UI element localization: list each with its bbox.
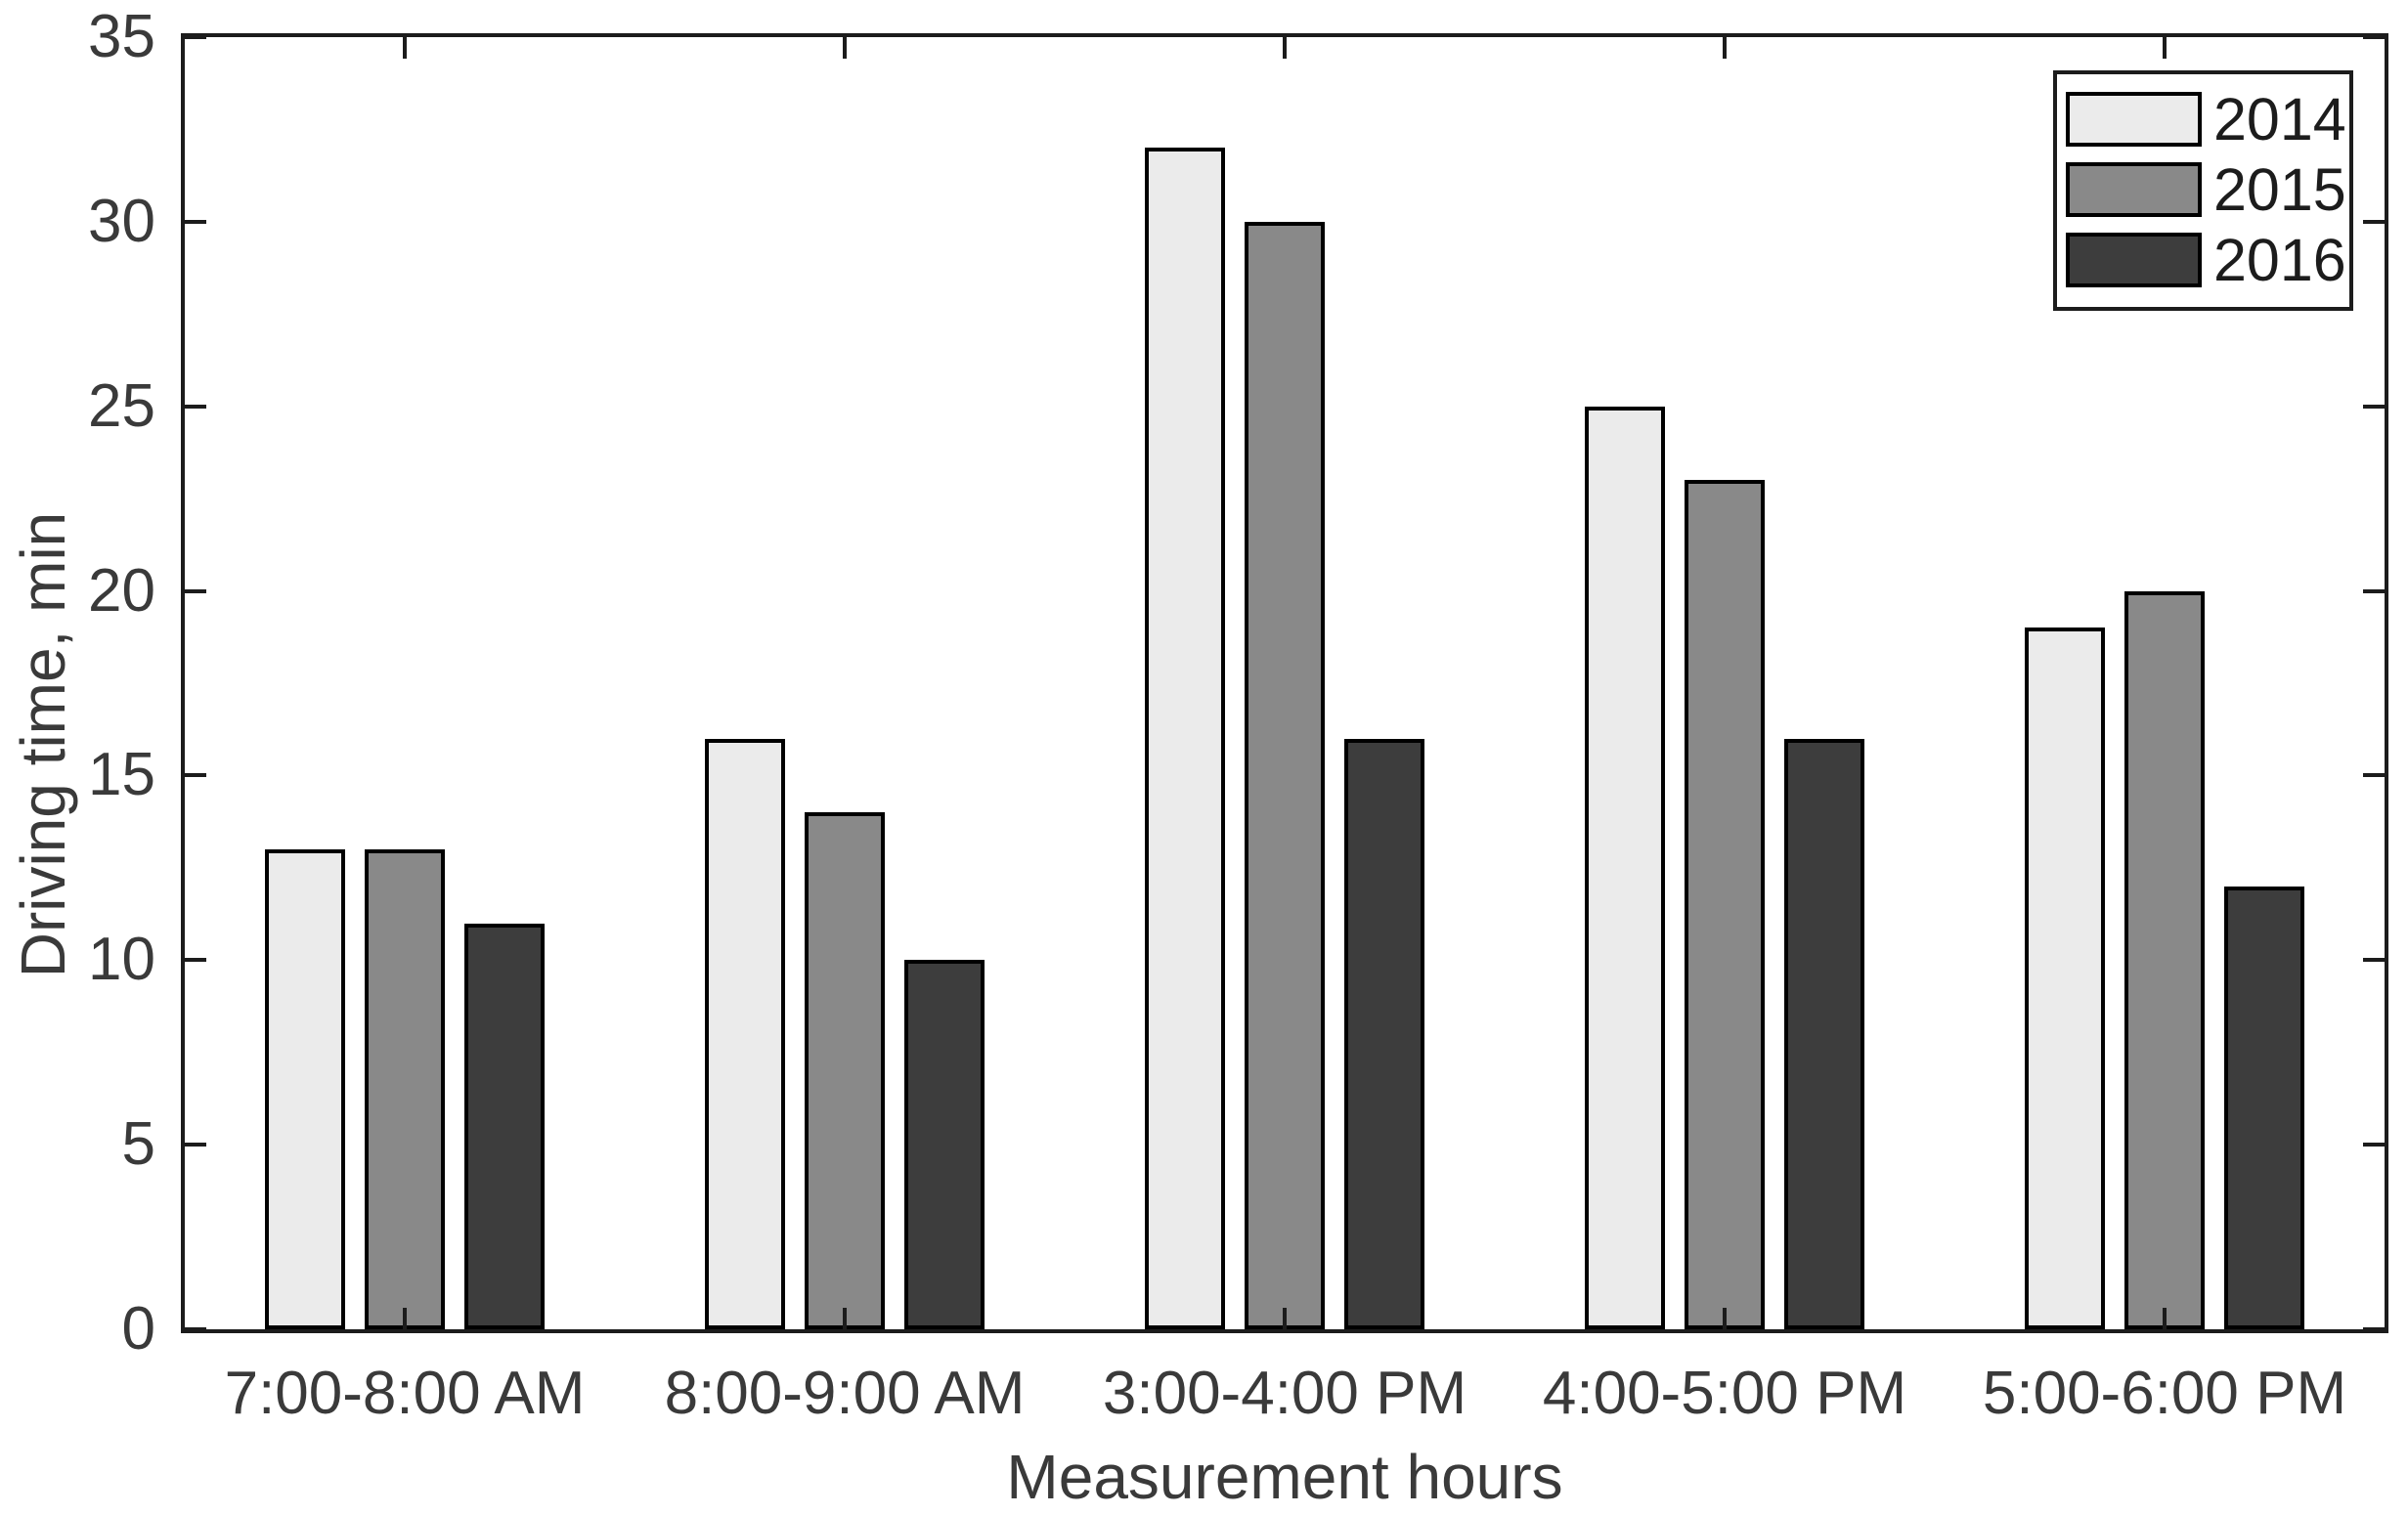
- bar-2016-group-0: [464, 924, 545, 1329]
- bar-2015-group-1: [805, 812, 885, 1329]
- bar-2015-group-4: [2124, 591, 2205, 1329]
- bar-2016-group-4: [2224, 887, 2304, 1329]
- legend-row-2015: 2015: [2066, 154, 2349, 225]
- x-tick-top-2: [1283, 37, 1287, 59]
- y-tick-left-35: [185, 35, 206, 39]
- legend-row-2016: 2016: [2066, 225, 2349, 295]
- y-tick-left-15: [185, 773, 206, 777]
- y-tick-right-10: [2363, 958, 2385, 962]
- bar-2014-group-2: [1145, 148, 1225, 1329]
- x-tick-bottom-1: [843, 1308, 847, 1329]
- y-tick-left-0: [185, 1327, 206, 1331]
- bar-2014-group-0: [265, 849, 345, 1329]
- plot-inner: [185, 35, 2385, 1331]
- x-tick-top-3: [1723, 37, 1727, 59]
- y-tick-right-5: [2363, 1143, 2385, 1147]
- y-tick-right-20: [2363, 589, 2385, 593]
- legend-swatch-2014: [2066, 92, 2202, 147]
- x-tick-label-0: 7:00-8:00 AM: [224, 1360, 586, 1427]
- legend: 2014 2015 2016: [2053, 70, 2353, 311]
- x-tick-top-4: [2163, 37, 2167, 59]
- bar-2016-group-2: [1344, 739, 1424, 1329]
- y-tick-label-5: 5: [121, 1110, 155, 1178]
- x-tick-label-4: 5:00-6:00 PM: [1982, 1360, 2347, 1427]
- x-tick-top-0: [403, 37, 407, 59]
- y-tick-left-20: [185, 589, 206, 593]
- legend-swatch-2015: [2066, 162, 2202, 217]
- y-tick-left-5: [185, 1143, 206, 1147]
- x-tick-bottom-0: [403, 1308, 407, 1329]
- plot-area: [181, 33, 2388, 1333]
- legend-label-2016: 2016: [2213, 226, 2346, 293]
- y-tick-right-25: [2363, 405, 2385, 409]
- legend-swatch-2016: [2066, 233, 2202, 287]
- x-tick-label-1: 8:00-9:00 AM: [664, 1360, 1026, 1427]
- y-tick-label-25: 25: [88, 372, 155, 440]
- y-tick-label-20: 20: [88, 557, 155, 625]
- y-tick-label-15: 15: [88, 741, 155, 808]
- x-tick-bottom-2: [1283, 1308, 1287, 1329]
- x-tick-bottom-3: [1723, 1308, 1727, 1329]
- y-tick-right-35: [2363, 35, 2385, 39]
- x-tick-top-1: [843, 37, 847, 59]
- y-tick-label-30: 30: [88, 188, 155, 255]
- y-tick-right-15: [2363, 773, 2385, 777]
- x-axis-title: Measurement hours: [1006, 1442, 1563, 1512]
- y-tick-left-25: [185, 405, 206, 409]
- legend-label-2015: 2015: [2213, 155, 2346, 223]
- y-tick-label-35: 35: [88, 3, 155, 70]
- bar-2015-group-2: [1245, 222, 1325, 1329]
- y-tick-label-10: 10: [88, 926, 155, 993]
- bar-2015-group-3: [1685, 480, 1765, 1329]
- x-tick-bottom-4: [2163, 1308, 2167, 1329]
- bar-2014-group-1: [705, 739, 785, 1329]
- bar-2016-group-1: [904, 960, 985, 1329]
- legend-row-2014: 2014: [2066, 84, 2349, 154]
- y-tick-left-10: [185, 958, 206, 962]
- bar-2015-group-0: [365, 849, 445, 1329]
- y-tick-label-0: 0: [121, 1295, 155, 1363]
- x-tick-label-3: 4:00-5:00 PM: [1542, 1360, 1907, 1427]
- y-tick-right-30: [2363, 220, 2385, 224]
- y-axis-title: Driving time, min: [8, 511, 78, 978]
- x-tick-label-2: 3:00-4:00 PM: [1102, 1360, 1467, 1427]
- bar-2016-group-3: [1784, 739, 1864, 1329]
- y-tick-left-30: [185, 220, 206, 224]
- bar-2014-group-3: [1585, 407, 1665, 1329]
- bar-2014-group-4: [2025, 628, 2105, 1329]
- y-tick-right-0: [2363, 1327, 2385, 1331]
- legend-label-2014: 2014: [2213, 85, 2346, 152]
